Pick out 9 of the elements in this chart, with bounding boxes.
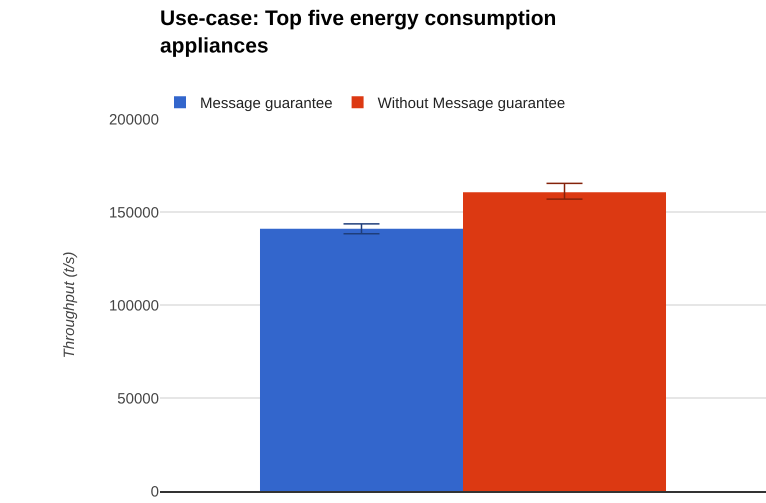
y-axis-title: Throughput (t/s) [61,252,78,358]
y-tick-label: 0 [150,483,159,500]
chart-title: Use-case: Top five energy consumption appliances [160,7,556,58]
y-tick-label: 200000 [108,111,159,128]
y-tick-label: 100000 [108,297,159,314]
y-tick-label: 150000 [108,204,159,222]
legend-label: Without Message guarantee [378,95,566,112]
legend-label: Message guarantee [200,95,333,112]
y-tick-label: 50000 [117,390,159,408]
